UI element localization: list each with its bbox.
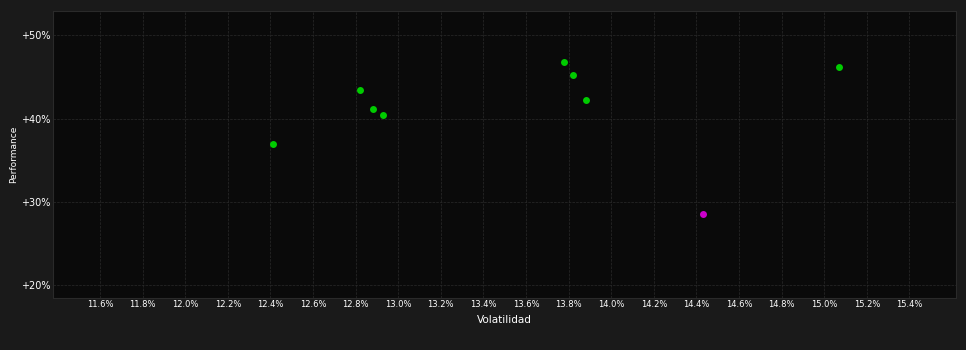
X-axis label: Volatilidad: Volatilidad [477,315,532,325]
Y-axis label: Performance: Performance [9,125,18,183]
